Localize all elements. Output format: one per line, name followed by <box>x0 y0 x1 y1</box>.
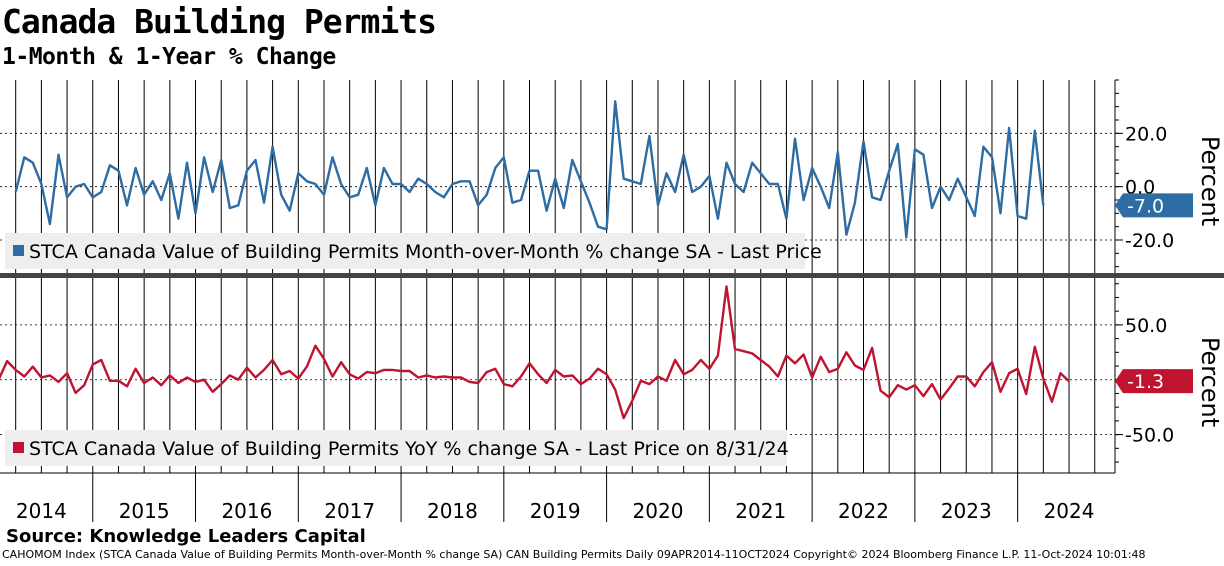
x-tick-label: 2022 <box>838 499 889 523</box>
last-value-label: -1.3 <box>1127 371 1164 393</box>
legend-label: STCA Canada Value of Building Permits Yo… <box>29 438 789 460</box>
chart-subtitle: 1-Month & 1-Year % Change <box>2 44 336 70</box>
legend-box <box>5 430 787 466</box>
source-note: Source: Knowledge Leaders Capital <box>6 526 366 547</box>
y-tick-label: 20.0 <box>1125 123 1167 145</box>
x-tick-label: 2017 <box>324 499 375 523</box>
series-line-mom <box>14 100 1045 239</box>
series-line-yoy <box>0 285 1070 420</box>
x-tick-label: 2020 <box>633 499 684 523</box>
legend-swatch <box>13 442 24 453</box>
footer-note: CAHOMOM Index (STCA Canada Value of Buil… <box>2 548 1146 561</box>
x-tick-label: 2024 <box>1044 499 1095 523</box>
y-tick-label: 50.0 <box>1125 315 1167 337</box>
x-tick-label: 2015 <box>119 499 170 523</box>
last-value-badge <box>1115 369 1193 394</box>
legend-label: STCA Canada Value of Building Permits Mo… <box>29 241 822 263</box>
x-tick-label: 2018 <box>427 499 478 523</box>
y-tick-label: 0.0 <box>1125 177 1155 199</box>
y-axis-label: Percent <box>1196 136 1224 226</box>
y-tick-label: -20.0 <box>1125 230 1174 252</box>
chart-title: Canada Building Permits <box>2 2 437 41</box>
legend-swatch <box>13 245 24 256</box>
y-axis-label: Percent <box>1196 337 1224 427</box>
x-tick-label: 2016 <box>221 499 272 523</box>
last-value-label: -7.0 <box>1127 195 1164 217</box>
panel-divider <box>0 273 1224 278</box>
y-tick-label: -50.0 <box>1125 425 1174 447</box>
x-tick-label: 2014 <box>16 499 67 523</box>
legend-box <box>5 233 805 269</box>
x-tick-label: 2019 <box>530 499 581 523</box>
x-tick-label: 2023 <box>941 499 992 523</box>
last-value-badge <box>1115 193 1193 218</box>
x-tick-label: 2021 <box>735 499 786 523</box>
